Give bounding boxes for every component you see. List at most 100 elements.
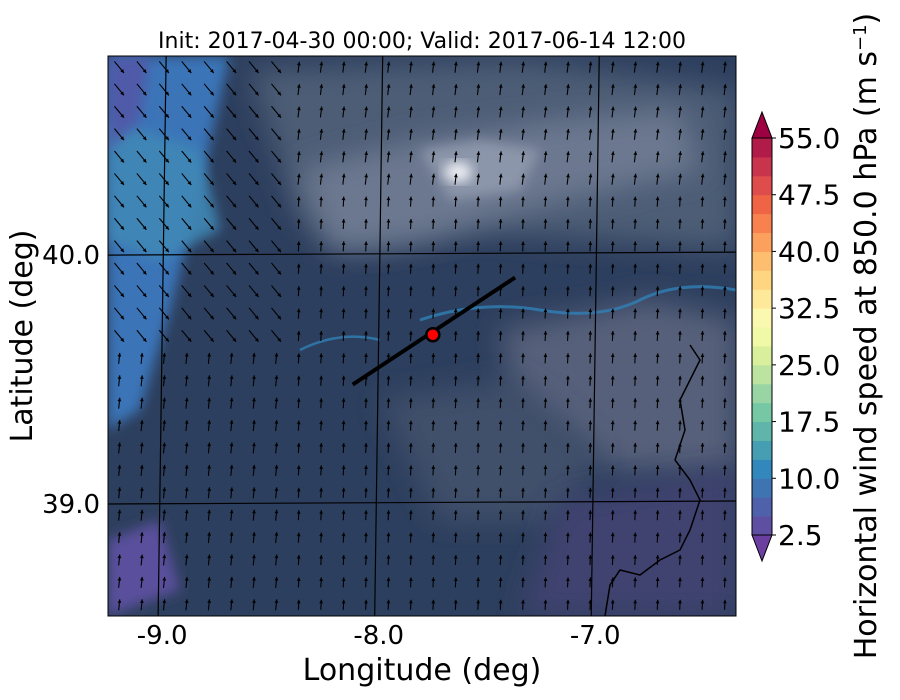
wind-arrow bbox=[565, 308, 570, 319]
wind-arrow bbox=[498, 599, 503, 610]
wind-arrow bbox=[543, 84, 548, 96]
wind-arrow bbox=[723, 84, 727, 96]
wind-arrow bbox=[678, 554, 682, 566]
wind-arrow bbox=[162, 420, 167, 432]
wind-arrow bbox=[341, 286, 346, 297]
wind-arrow bbox=[633, 173, 638, 185]
map-plot-area bbox=[108, 56, 736, 616]
wind-arrow bbox=[476, 353, 481, 364]
colorbar-band bbox=[752, 440, 772, 460]
wind-arrow bbox=[588, 263, 593, 274]
wind-arrow bbox=[700, 599, 705, 610]
wind-arrow bbox=[248, 105, 259, 119]
wind-arrow bbox=[296, 263, 301, 274]
wind-arrow bbox=[139, 599, 144, 611]
wind-arrow bbox=[498, 375, 503, 386]
wind-arrow bbox=[700, 577, 705, 588]
wind-arrow bbox=[700, 263, 705, 274]
wind-arrow bbox=[226, 285, 237, 298]
colorbar-band bbox=[752, 345, 772, 366]
wind-arrow bbox=[341, 532, 346, 543]
wind-arrow bbox=[521, 398, 525, 409]
wind-arrow bbox=[431, 286, 436, 297]
wind-arrow bbox=[722, 241, 727, 252]
wind-arrow bbox=[722, 330, 727, 342]
wind-arrow bbox=[181, 240, 192, 253]
wind-arrow bbox=[453, 218, 458, 230]
wind-arrow bbox=[271, 307, 282, 320]
wind-arrow bbox=[296, 61, 301, 73]
wind-arrow bbox=[543, 330, 548, 342]
wind-arrow bbox=[271, 285, 282, 298]
y-axis-label: Latitude (deg) bbox=[5, 230, 40, 443]
wind-arrow bbox=[296, 532, 301, 543]
wind-arrow bbox=[408, 375, 413, 386]
wind-arrow bbox=[543, 286, 548, 297]
wind-arrow bbox=[226, 329, 237, 343]
wind-arrow bbox=[543, 353, 548, 364]
wind-arrow bbox=[319, 128, 324, 140]
wind-arrow bbox=[610, 442, 615, 454]
wind-arrow bbox=[431, 61, 436, 73]
wind-arrow bbox=[117, 599, 122, 611]
wind-arrow bbox=[207, 352, 212, 364]
wind-arrow bbox=[229, 352, 234, 364]
wind-arrow bbox=[248, 285, 259, 298]
wind-arrow bbox=[678, 173, 683, 185]
colorbar-band bbox=[752, 459, 772, 479]
wind-arrow bbox=[565, 599, 570, 610]
wind-arrow bbox=[158, 329, 170, 343]
wind-arrow bbox=[633, 599, 638, 610]
wind-arrow bbox=[296, 286, 301, 297]
wind-arrow bbox=[296, 308, 301, 319]
wind-arrow bbox=[364, 442, 368, 454]
wind-arrow bbox=[296, 330, 301, 342]
river-branch bbox=[299, 335, 381, 352]
wind-arrow bbox=[139, 487, 144, 499]
wind-arrow bbox=[136, 195, 147, 208]
wind-arrow bbox=[655, 442, 660, 454]
wind-arrow bbox=[114, 105, 125, 119]
wind-arrow bbox=[296, 353, 301, 364]
wind-arrow bbox=[248, 329, 259, 343]
wind-arrow bbox=[678, 577, 682, 588]
wind-arrow bbox=[341, 353, 346, 364]
wind-arrow bbox=[543, 196, 548, 207]
wind-arrow bbox=[207, 576, 212, 588]
wind-arrow bbox=[252, 509, 256, 521]
wind-arrow bbox=[431, 106, 436, 118]
wind-arrow bbox=[364, 241, 368, 252]
wind-arrow bbox=[341, 241, 346, 252]
plot-title: Init: 2017-04-30 00:00; Valid: 2017-06-1… bbox=[158, 29, 686, 54]
wind-arrow bbox=[386, 196, 391, 207]
wind-arrow bbox=[610, 263, 615, 274]
wind-arrow bbox=[566, 106, 570, 118]
wind-arrow bbox=[498, 173, 503, 185]
wind-arrow bbox=[678, 218, 682, 230]
wind-arrow bbox=[296, 442, 301, 454]
wind-arrow bbox=[498, 218, 503, 230]
wind-arrow bbox=[633, 420, 638, 431]
wind-arrow bbox=[139, 509, 144, 521]
wind-arrow bbox=[364, 84, 369, 96]
wind-arrow bbox=[117, 509, 122, 521]
wind-arrow bbox=[610, 465, 615, 476]
gridline-lon bbox=[374, 56, 384, 616]
wind-arrow bbox=[226, 128, 237, 141]
wind-arrow bbox=[248, 195, 259, 208]
wind-arrow bbox=[341, 398, 346, 409]
wind-arrow bbox=[341, 510, 346, 521]
wind-arrow bbox=[633, 218, 638, 230]
wind-arrow bbox=[476, 196, 481, 207]
wind-arrow bbox=[588, 420, 593, 431]
wind-arrow bbox=[633, 465, 638, 476]
wind-arrow bbox=[296, 487, 301, 498]
wind-arrow bbox=[543, 420, 548, 431]
wind-arrow bbox=[655, 308, 660, 319]
wind-arrow bbox=[207, 397, 212, 409]
wind-arrow bbox=[386, 442, 391, 454]
colorbar-band bbox=[752, 308, 772, 328]
wind-arrow bbox=[655, 106, 660, 118]
y-axis-ticks: 39.0 40.0 bbox=[42, 241, 100, 520]
wind-arrow bbox=[296, 128, 301, 140]
